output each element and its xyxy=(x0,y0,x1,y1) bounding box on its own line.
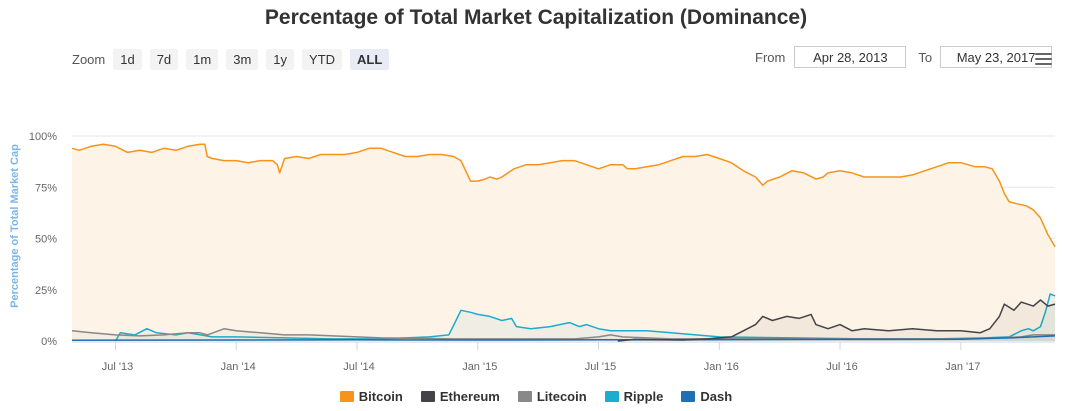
y-tick-label: 50% xyxy=(35,234,57,246)
legend-item-ripple[interactable]: Ripple xyxy=(604,389,664,404)
x-tick-label: Jul '15 xyxy=(585,361,616,373)
zoom-3m-button[interactable]: 3m xyxy=(226,48,259,70)
litecoin-area xyxy=(72,328,1055,341)
ripple-area xyxy=(115,293,1055,341)
y-tick-label: 0% xyxy=(41,336,57,348)
chart-title: Percentage of Total Market Capitalizatio… xyxy=(264,6,808,29)
y-tick-label: 25% xyxy=(35,285,57,297)
to-date-input[interactable] xyxy=(940,46,1053,68)
y-axis-title: Percentage of Total Market Cap xyxy=(9,144,21,308)
hamburger-menu-icon[interactable] xyxy=(1035,53,1052,67)
from-date-input[interactable] xyxy=(794,46,907,68)
ethereum-area xyxy=(617,300,1055,341)
zoom-1m-button[interactable]: 1m xyxy=(186,48,219,70)
zoom-ytd-button[interactable]: YTD xyxy=(302,48,343,70)
legend-label: Dash xyxy=(700,389,733,404)
chart-legend: Bitcoin Ethereum Litecoin Ripple Dash xyxy=(0,389,1072,404)
legend-label: Ripple xyxy=(623,389,664,404)
date-range: From To xyxy=(755,46,1053,68)
zoom-all-button[interactable]: ALL xyxy=(350,48,390,70)
zoom-label: Zoom xyxy=(72,51,106,67)
legend-label: Ethereum xyxy=(439,389,500,404)
legend-item-bitcoin[interactable]: Bitcoin xyxy=(339,389,403,404)
to-label: To xyxy=(918,49,933,65)
zoom-1y-button[interactable]: 1y xyxy=(266,48,295,70)
x-tick-label: Jan '15 xyxy=(462,361,497,373)
bitcoin-area xyxy=(72,144,1055,341)
x-tick-label: Jan '14 xyxy=(221,361,256,373)
legend-swatch xyxy=(604,391,619,402)
legend-item-litecoin[interactable]: Litecoin xyxy=(517,389,587,404)
zoom-toolbar: Zoom 1d 7d 1m 3m 1y YTD ALL xyxy=(72,47,397,71)
x-tick-label: Jul '13 xyxy=(102,361,133,373)
zoom-1d-button[interactable]: 1d xyxy=(113,48,142,70)
chart-svg: 0% 25% 50% 75% 100% Jul '13 Jan '14 Jul '14 Jan … xyxy=(9,131,1056,373)
legend-swatch xyxy=(420,391,435,402)
legend-item-dash[interactable]: Dash xyxy=(681,389,732,404)
x-tick-label: Jan '16 xyxy=(704,361,739,373)
from-label: From xyxy=(755,49,786,65)
y-tick-label: 75% xyxy=(35,182,57,194)
x-tick-label: Jul '16 xyxy=(826,361,857,373)
x-tick-label: Jan '17 xyxy=(945,361,980,373)
legend-label: Bitcoin xyxy=(358,389,403,404)
legend-swatch xyxy=(517,391,532,402)
legend-swatch xyxy=(681,391,696,402)
legend-swatch xyxy=(339,391,354,402)
ethereum-line xyxy=(617,299,1056,342)
bitcoin-line xyxy=(71,143,1056,248)
zoom-7d-button[interactable]: 7d xyxy=(149,48,179,70)
y-tick-label: 100% xyxy=(29,131,57,143)
legend-item-ethereum[interactable]: Ethereum xyxy=(420,389,500,404)
x-tick-label: Jul '14 xyxy=(343,361,374,373)
dash-line xyxy=(71,335,1056,341)
legend-label: Litecoin xyxy=(536,389,587,404)
